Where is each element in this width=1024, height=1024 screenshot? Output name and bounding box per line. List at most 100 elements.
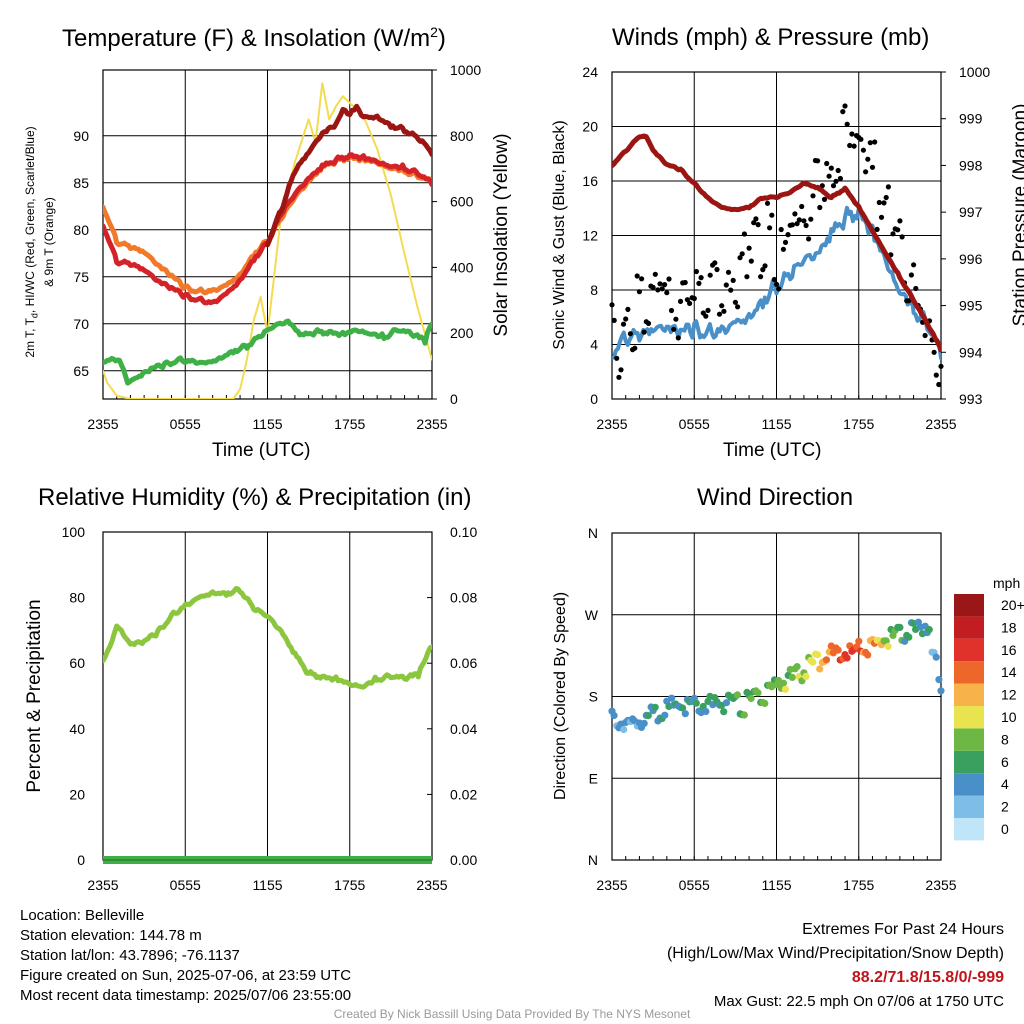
dir-wind-point <box>781 685 790 693</box>
rh-panel-title: Relative Humidity (%) & Precipitation (i… <box>38 484 472 511</box>
wind-gust-point <box>764 200 771 206</box>
dir-wind-point <box>644 712 652 720</box>
wind-gust-point <box>767 225 773 231</box>
station-elevation: Station elevation: 144.78 m <box>20 927 202 944</box>
wind-gust-point <box>655 287 661 293</box>
wind-gust-point <box>739 251 745 257</box>
wind-gust-point <box>821 196 828 202</box>
dir-legend-swatch <box>954 638 984 662</box>
rh-y-right-tick-label: 0.00 <box>450 852 477 868</box>
wind-gust-point <box>844 121 850 127</box>
wind-y-tick-label: 20 <box>582 119 598 135</box>
wind-x-tick-label: 1755 <box>843 416 874 432</box>
dir-plot-frame <box>611 532 942 861</box>
wind-gust-point <box>796 217 802 223</box>
dir-wind-point <box>733 691 742 699</box>
wind-gust-point <box>936 381 942 388</box>
wind-y-tick-label: 16 <box>582 173 598 189</box>
dir-legend-label: 10 <box>1001 709 1017 725</box>
temp-x-tick-label: 1155 <box>252 416 282 432</box>
rh-y-right-tick-label: 0.10 <box>450 524 477 540</box>
dir-wind-point <box>722 699 731 707</box>
dir-wind-point <box>925 626 933 634</box>
extremes-heading: Extremes For Past 24 Hours <box>802 921 1004 938</box>
dir-wind-point <box>679 704 687 712</box>
rh-y-tick-label: 60 <box>69 655 85 671</box>
wind-gust-point <box>614 355 620 361</box>
wind-gust-point <box>874 226 880 232</box>
dir-legend-label: 2 <box>1001 799 1009 815</box>
wind-gust-point <box>773 281 780 287</box>
dir-legend-label: 8 <box>1001 731 1009 747</box>
wind-y-right-tick-label: 996 <box>959 251 983 267</box>
wind-gust-point <box>744 274 750 280</box>
dir-y-tick-label: W <box>585 607 599 623</box>
temp-y-tick-label: 75 <box>73 269 89 285</box>
max-gust: Max Gust: 22.5 mph On 07/06 at 1750 UTC <box>713 993 1004 1010</box>
dir-wind-point <box>809 658 817 666</box>
wind-gust-point <box>723 282 729 288</box>
wind-gust-point <box>913 285 919 292</box>
recent-timestamp: Most recent data timestamp: 2025/07/06 2… <box>20 987 352 1004</box>
temp-series-td <box>103 318 432 386</box>
dir-legend-swatch <box>954 818 984 841</box>
wind-gust-point <box>677 298 684 304</box>
wind-gust-point <box>885 184 892 190</box>
wind-gust-point <box>737 255 743 261</box>
wind-gust-point <box>771 276 777 283</box>
dir-y-tick-label: N <box>588 852 598 868</box>
wind-gust-point <box>758 274 764 280</box>
dir-legend-label: 0 <box>1001 821 1009 837</box>
wind-gust-point <box>728 287 734 293</box>
dir-legend-swatch <box>954 661 984 684</box>
temp-y-right-axis-title: Solar Insolation (Yellow) <box>491 133 512 337</box>
wind-gust-point <box>611 317 617 323</box>
dir-panel-title: Wind Direction <box>697 484 854 511</box>
temp-y-tick-label: 65 <box>73 363 89 379</box>
temp-plot-frame <box>102 69 433 400</box>
rh-y-tick-label: 100 <box>62 524 86 540</box>
wind-gust-point <box>849 131 855 137</box>
wind-gust-point <box>659 286 665 292</box>
temp-x-tick-label: 0555 <box>170 416 201 432</box>
wind-gust-point <box>908 272 915 278</box>
wind-gust-point <box>869 164 876 170</box>
wind-gust-point <box>782 239 789 245</box>
wind-x-tick-label: 2355 <box>596 416 627 432</box>
wind-gust-point <box>696 280 702 286</box>
dir-wind-point <box>651 703 659 711</box>
dir-x-tick-label: 0555 <box>679 877 710 893</box>
wind-x-tick-label: 1155 <box>761 416 791 432</box>
temp-y-right-tick-label: 600 <box>450 194 474 210</box>
extremes-values: 88.2/71.8/15.8/0/-999 <box>851 969 1004 986</box>
dir-wind-point <box>822 656 831 664</box>
dir-legend-swatch <box>954 795 984 818</box>
wind-gust-point <box>675 335 681 341</box>
wind-gust-point <box>716 311 723 317</box>
temp-x-tick-label: 2355 <box>87 416 118 432</box>
wind-gust-point <box>881 200 887 206</box>
dir-wind-point <box>681 710 689 718</box>
wind-gust-point <box>826 173 832 179</box>
wind-gust-point <box>911 262 917 268</box>
temp-ylabel-part2: , HI/WC (Red, Green, Scarlet/Blue) <box>23 126 37 314</box>
temp-y-tick-label: 90 <box>73 128 89 144</box>
wind-gust-point <box>755 222 761 228</box>
dir-y-tick-label: E <box>589 770 598 786</box>
wind-gust-point <box>632 345 638 351</box>
dir-wind-point <box>793 663 801 671</box>
wind-y-right-tick-label: 998 <box>959 157 983 173</box>
wind-gust-point <box>671 326 677 332</box>
dir-legend-label: 16 <box>1001 642 1017 658</box>
wind-gust-point <box>780 246 787 252</box>
wind-gust-point <box>616 374 622 380</box>
wind-gust-point <box>698 275 704 281</box>
dir-legend-label: 14 <box>1001 664 1017 680</box>
extremes-subheading: (High/Low/Max Wind/Precipitation/Snow De… <box>666 945 1004 962</box>
wind-gust-point <box>883 194 889 201</box>
wind-gust-point <box>851 143 857 149</box>
wind-gust-point <box>735 304 741 310</box>
temp-x-tick-label: 2355 <box>416 416 447 432</box>
station-latlon: Station lat/lon: 43.7896; -76.1137 <box>20 947 240 964</box>
temp-title-superscript: 2 <box>430 24 438 40</box>
